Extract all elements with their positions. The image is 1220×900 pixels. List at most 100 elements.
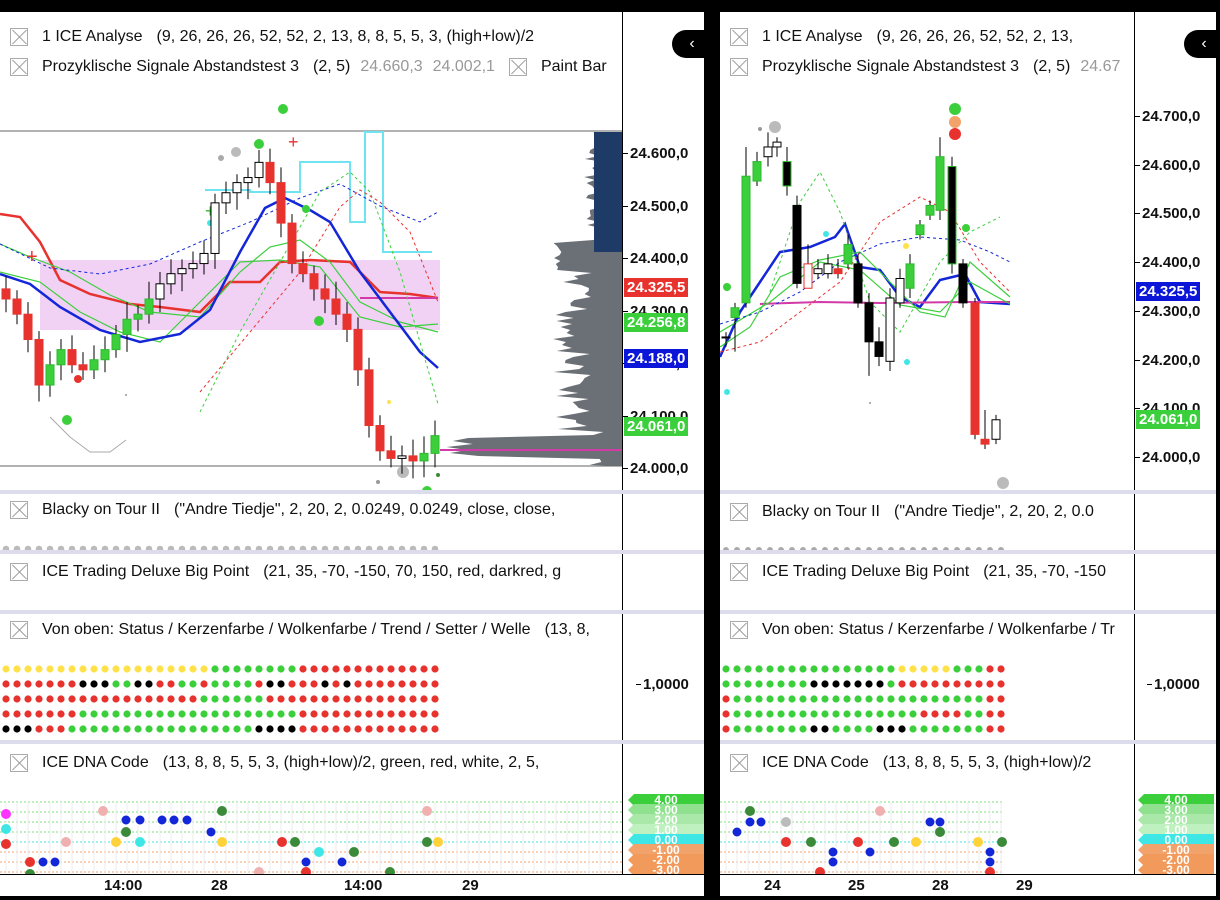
candle <box>915 224 925 236</box>
status-dot <box>244 665 252 673</box>
candle <box>265 161 275 184</box>
pane-separator[interactable] <box>0 550 704 554</box>
price-axis[interactable]: 24.600,024.500,024.400,024.300,024.200,0… <box>622 12 704 490</box>
status-dot <box>376 545 384 550</box>
pane-separator[interactable] <box>0 490 704 494</box>
close-icon[interactable] <box>730 754 748 772</box>
status-dot <box>865 665 873 673</box>
status-dot <box>964 695 972 703</box>
status-dot <box>821 665 829 673</box>
close-icon[interactable] <box>10 754 28 772</box>
axis-tick: 1,0000 <box>636 676 689 693</box>
candle <box>122 318 132 335</box>
status-dot <box>134 725 142 733</box>
status-dot <box>733 710 741 718</box>
candle <box>331 298 341 315</box>
close-icon[interactable] <box>730 621 748 639</box>
span-line <box>0 259 439 343</box>
price-tick: 24.400,0 <box>1134 254 1201 272</box>
candle <box>254 161 264 179</box>
status-dot <box>398 695 406 703</box>
close-icon[interactable] <box>730 563 748 581</box>
price-marker-label: 24.325,5 <box>624 278 689 297</box>
status-dot <box>79 665 87 673</box>
signal-dot <box>314 316 324 326</box>
status-dot <box>134 695 142 703</box>
close-icon[interactable] <box>10 28 28 46</box>
pane-separator[interactable] <box>720 550 1216 554</box>
collapse-button[interactable]: ‹ <box>1184 30 1216 58</box>
collapse-button[interactable]: ‹ <box>672 30 704 58</box>
dot-row-chart <box>723 547 1004 550</box>
status-dot <box>79 725 87 733</box>
status-dot <box>46 665 54 673</box>
status-dot <box>887 710 895 718</box>
indicator-name: Prozyklische Signale Abstandstest 3 <box>762 58 1020 75</box>
price-marker-label: 24.061,0 <box>624 417 689 436</box>
status-dot <box>112 725 120 733</box>
time-axis[interactable]: 14:00 28 14:00 29 <box>0 874 704 896</box>
dna-dot <box>422 837 432 847</box>
status-dot <box>266 665 274 673</box>
signal-dot <box>949 128 961 140</box>
indicator-name: Blacky on Tour II <box>762 503 880 520</box>
status-dot <box>101 725 109 733</box>
channel-line <box>205 131 432 253</box>
status-dot <box>964 665 972 673</box>
signal-dot <box>278 104 288 114</box>
indicator-name: 1 ICE Analyse <box>42 28 143 45</box>
close-icon[interactable] <box>508 58 527 76</box>
status-dot <box>288 545 296 550</box>
status-dot <box>255 725 263 733</box>
indicator-header-ice-analyse: 1 ICE Analyse (9, 26, 26, 26, 52, 52, 2,… <box>0 26 534 48</box>
status-dot <box>778 547 784 550</box>
status-dot <box>964 680 972 688</box>
close-icon[interactable] <box>10 563 28 581</box>
close-icon[interactable] <box>10 58 28 76</box>
pane-separator[interactable] <box>0 610 704 614</box>
price-axis[interactable]: 24.700,0 24.600,0 24.500,0 24.400,0 24.300,0… <box>1134 12 1216 490</box>
dna-level-label: 1,00 <box>1138 824 1214 836</box>
status-dot <box>310 695 318 703</box>
status-dot <box>299 710 307 718</box>
status-dot <box>288 680 296 688</box>
indicator-name: Von oben: Status / Kerzenfarbe / Wolkenf… <box>762 621 1115 638</box>
close-icon[interactable] <box>10 621 28 639</box>
pane-separator[interactable] <box>0 740 704 744</box>
candle <box>1 288 11 300</box>
close-icon[interactable] <box>730 28 748 46</box>
close-icon[interactable] <box>730 503 748 521</box>
pane-separator[interactable] <box>720 490 1216 494</box>
price-chart[interactable] <box>720 12 1134 490</box>
dna-dot <box>934 816 946 828</box>
status-dot <box>910 547 916 550</box>
close-icon[interactable] <box>730 58 748 76</box>
time-axis[interactable]: 24 25 28 29 <box>720 874 1216 896</box>
status-dot <box>810 725 818 733</box>
indicator-params: (9, 26, 26, 26, 52, 52, 2, 13, <box>876 28 1074 45</box>
status-dot <box>733 695 741 703</box>
candle <box>353 328 363 371</box>
status-dot <box>909 695 917 703</box>
candle <box>386 450 396 459</box>
status-dot <box>200 545 208 550</box>
volume-profile-top <box>594 132 622 252</box>
status-dot <box>788 710 796 718</box>
status-dot <box>211 710 219 718</box>
status-dot <box>134 710 142 718</box>
pane-separator[interactable] <box>720 740 1216 744</box>
candle <box>792 204 802 284</box>
status-dot <box>57 665 65 673</box>
price-chart[interactable]: + + + <box>0 12 622 490</box>
pane-separator[interactable] <box>720 610 1216 614</box>
status-dot <box>24 695 32 703</box>
status-dot <box>832 680 840 688</box>
status-dot <box>365 545 373 550</box>
dna-dot <box>806 837 816 847</box>
status-dot <box>79 545 87 550</box>
status-dot <box>766 665 774 673</box>
status-dot <box>920 710 928 718</box>
close-icon[interactable] <box>10 501 28 519</box>
candle <box>364 369 374 427</box>
status-dot <box>832 725 840 733</box>
